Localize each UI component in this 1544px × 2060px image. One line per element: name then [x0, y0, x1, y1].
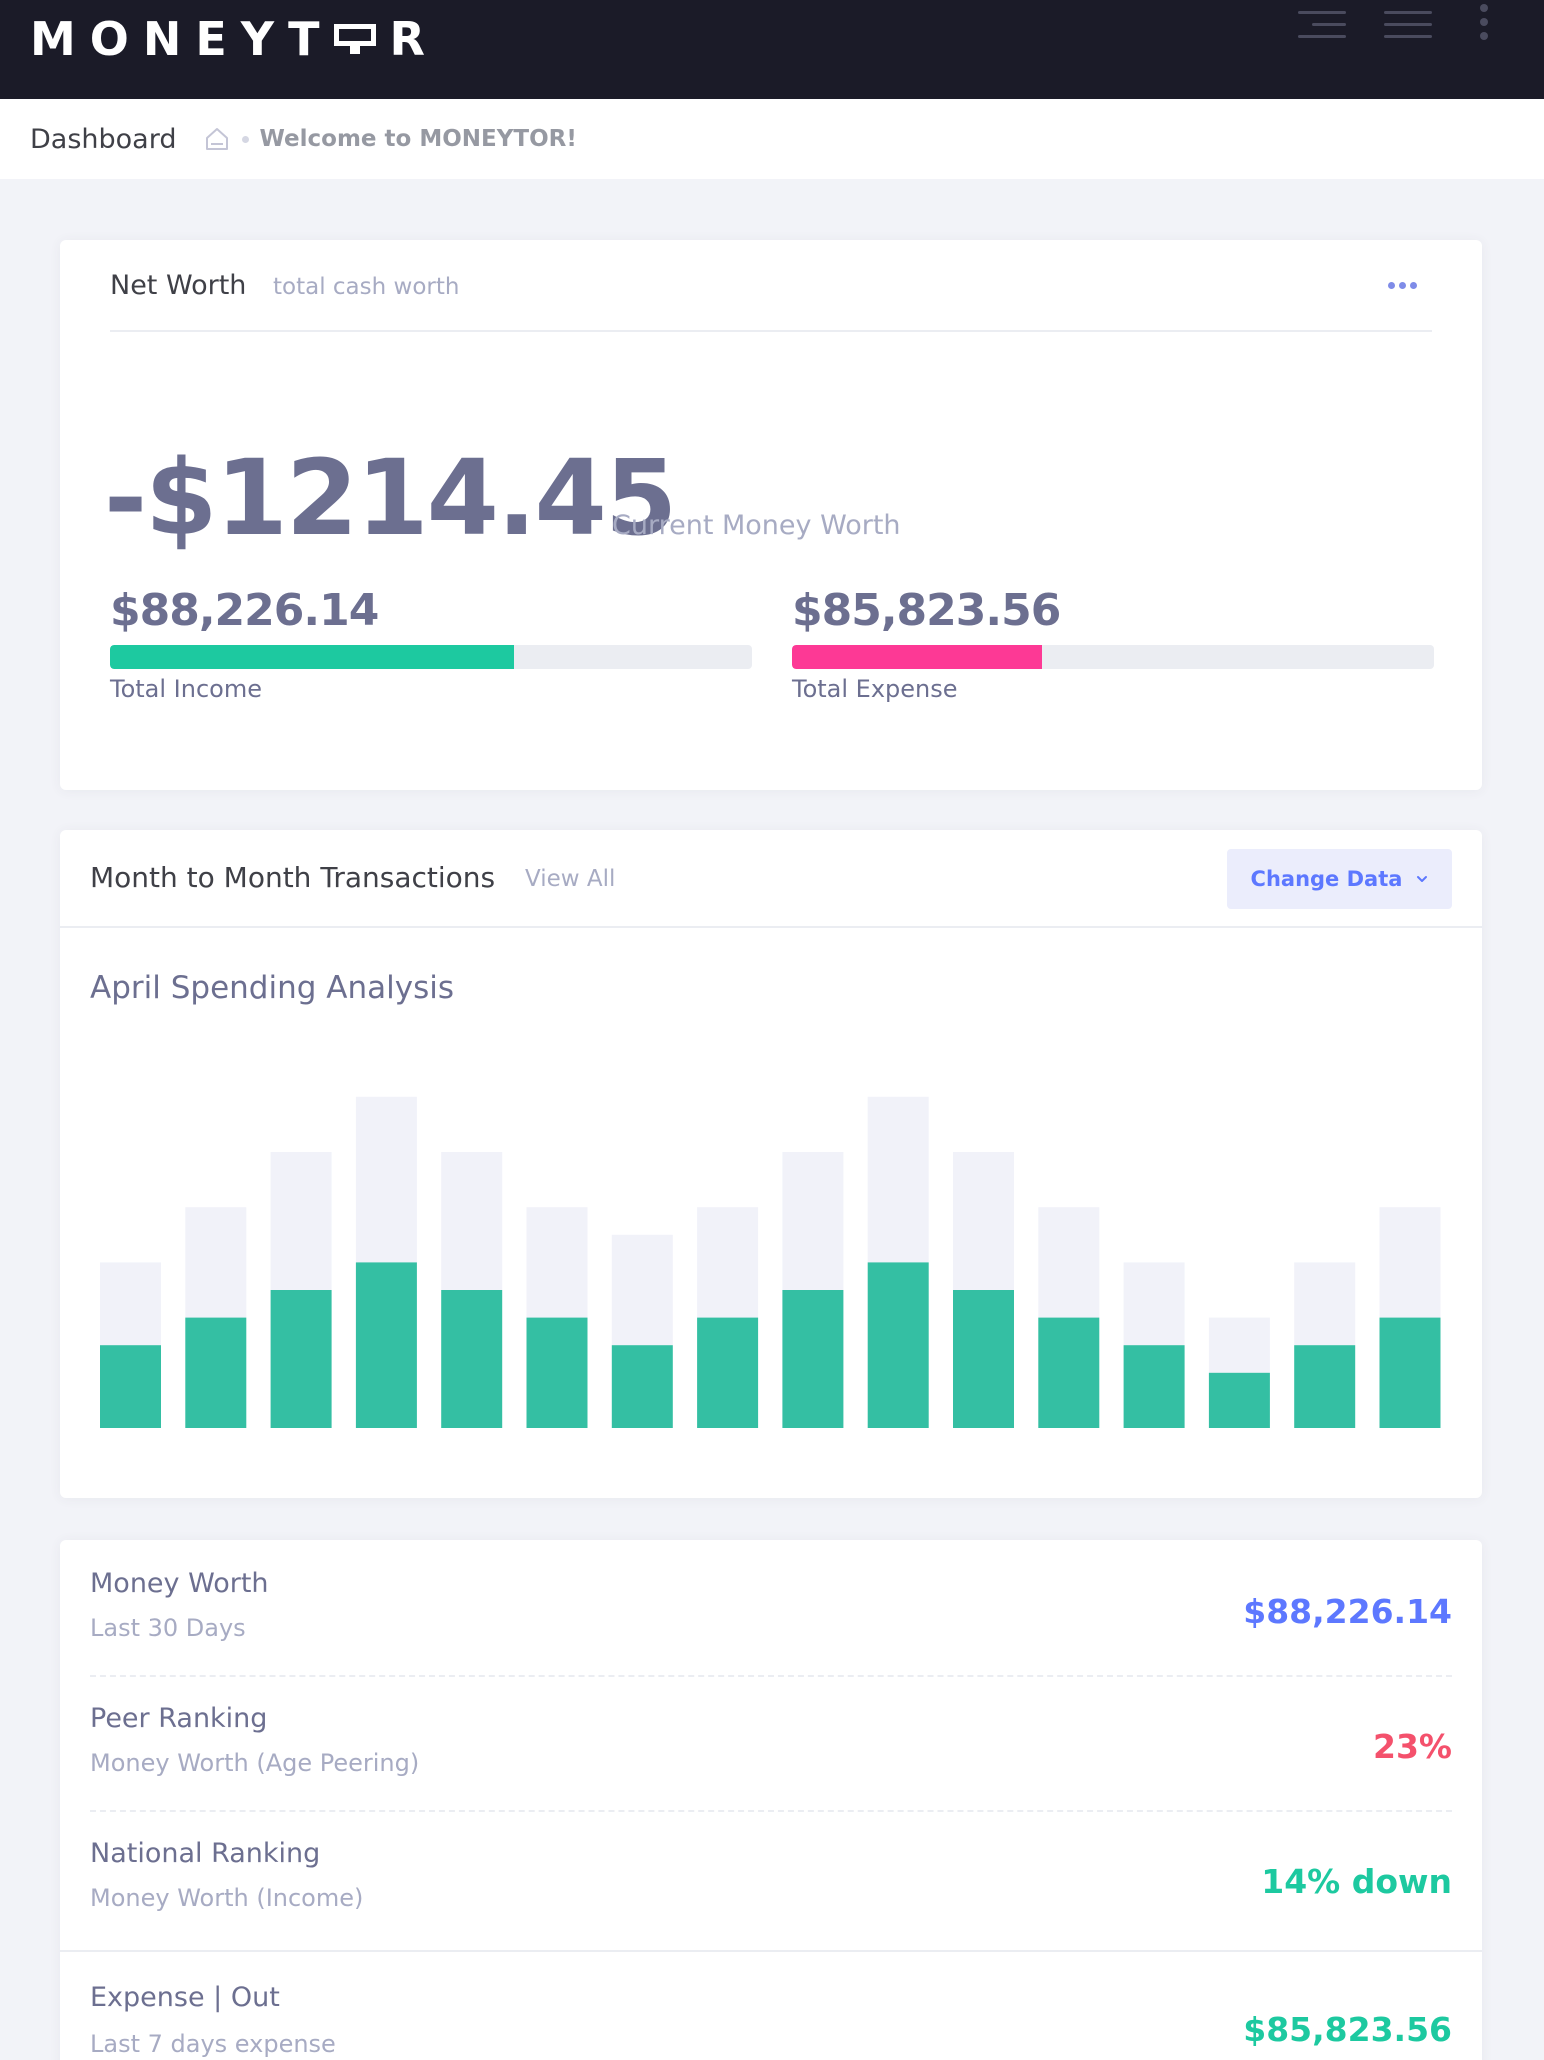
stat-value: 23%: [1373, 1727, 1452, 1766]
stat-row-national-ranking: National Ranking Money Worth (Income) 14…: [90, 1810, 1452, 1945]
expense-stat: $85,823.56 Total Expense: [792, 585, 1434, 703]
aside-toggle-icon[interactable]: [1298, 6, 1346, 42]
net-worth-title: Net Worth: [110, 270, 247, 301]
net-worth-amount: -$1214.45: [104, 437, 677, 559]
chart-bar-remaining: [185, 1207, 247, 1318]
stat-title: National Ranking: [90, 1838, 321, 1869]
chart-title: April Spending Analysis: [90, 970, 454, 1006]
stat-value: 14% down: [1261, 1862, 1452, 1901]
monitor-icon: [333, 22, 376, 56]
stat-subtitle: Last 30 Days: [90, 1614, 246, 1642]
brand-logo[interactable]: MONEYT R: [30, 14, 439, 64]
income-label: Total Income: [110, 675, 262, 703]
chart-bar-filled: [270, 1290, 332, 1428]
logo-text-left: MONEYT: [30, 12, 334, 66]
net-worth-caption: Current Money Worth: [612, 510, 901, 541]
expense-progress-bar: [792, 645, 1434, 669]
chart-bar-remaining: [270, 1152, 332, 1290]
stat-subtitle: Money Worth (Age Peering): [90, 1749, 420, 1777]
expense-label: Total Expense: [792, 675, 958, 703]
chart-bar-filled: [1123, 1345, 1185, 1428]
chart-bar-filled: [355, 1262, 417, 1428]
chart-bar-filled: [611, 1345, 673, 1428]
chart-bar-remaining: [100, 1262, 161, 1346]
stats-card: Money Worth Last 30 Days $88,226.14 Peer…: [60, 1540, 1482, 2060]
more-vertical-icon[interactable]: [1478, 4, 1488, 44]
stat-value: $85,823.56: [1243, 2010, 1452, 2049]
chart-bar-filled: [185, 1317, 247, 1428]
chart-bar-remaining: [526, 1207, 588, 1318]
chart-bar-filled: [526, 1317, 588, 1428]
income-stat: $88,226.14 Total Income: [110, 585, 752, 703]
more-horizontal-icon[interactable]: [1388, 282, 1418, 290]
chart-bar-remaining: [697, 1207, 759, 1318]
stat-value: $88,226.14: [1243, 1592, 1452, 1631]
transactions-card: Month to Month Transactions View All Cha…: [60, 830, 1482, 1498]
stat-title: Expense | Out: [90, 1982, 280, 2013]
net-worth-header: Net Worth total cash worth: [110, 270, 1432, 332]
chart-bar-remaining: [1038, 1207, 1100, 1318]
breadcrumb-separator: [242, 135, 250, 143]
transactions-header: Month to Month Transactions View All Cha…: [60, 830, 1482, 928]
change-data-button[interactable]: Change Data: [1227, 849, 1452, 909]
chart-bar-filled: [100, 1345, 161, 1428]
transactions-title: Month to Month Transactions: [90, 861, 496, 894]
stat-row-peer-ranking: Peer Ranking Money Worth (Age Peering) 2…: [90, 1675, 1452, 1810]
chart-bar-filled: [1038, 1317, 1100, 1428]
chart-bar-remaining: [1208, 1317, 1270, 1373]
chart-bar-remaining: [1294, 1262, 1356, 1346]
chart-bar-filled: [1208, 1372, 1270, 1428]
chart-bar-filled: [953, 1290, 1014, 1428]
breadcrumb-link[interactable]: Welcome to MONEYTOR!: [259, 126, 577, 152]
page-title: Dashboard: [30, 123, 177, 155]
chart-bar-filled: [1294, 1345, 1356, 1428]
chart-bar-remaining: [441, 1152, 503, 1290]
change-data-label: Change Data: [1250, 867, 1403, 891]
chart-bar-remaining: [867, 1096, 929, 1263]
divider: [90, 1810, 1452, 1812]
chart-bar-remaining: [1379, 1207, 1441, 1318]
chart-bar-filled: [782, 1290, 844, 1428]
view-all-link[interactable]: View All: [525, 866, 616, 892]
chevron-down-icon: [1417, 876, 1428, 882]
expense-progress-fill: [792, 645, 1043, 669]
stat-row-money-worth: Money Worth Last 30 Days $88,226.14: [90, 1540, 1452, 1675]
home-icon[interactable]: [204, 126, 230, 152]
chart-bar-filled: [1379, 1317, 1441, 1428]
chart-bar-filled: [697, 1317, 759, 1428]
spending-bar-chart: [100, 1096, 1441, 1428]
chart-bar-remaining: [355, 1096, 417, 1263]
top-bar: MONEYT R: [0, 0, 1544, 99]
income-progress-bar: [110, 645, 752, 669]
expense-amount: $85,823.56: [792, 585, 1061, 636]
logo-text-right: R: [389, 12, 439, 66]
divider: [60, 1950, 1482, 1952]
chart-bar-filled: [441, 1290, 503, 1428]
chart-bar-remaining: [953, 1152, 1014, 1290]
chart-bar-filled: [867, 1262, 929, 1428]
hamburger-menu-icon[interactable]: [1384, 6, 1432, 42]
stat-title: Peer Ranking: [90, 1703, 268, 1734]
net-worth-card: Net Worth total cash worth -$1214.45 Cur…: [60, 240, 1482, 790]
net-worth-subtitle: total cash worth: [273, 274, 460, 300]
stat-subtitle: Money Worth (Income): [90, 1884, 364, 1912]
stat-subtitle: Last 7 days expense: [90, 2030, 336, 2058]
subheader: Dashboard Welcome to MONEYTOR!: [0, 99, 1544, 179]
stat-row-expense-out: Expense | Out Last 7 days expense $85,82…: [90, 1948, 1452, 2060]
chart-bar-remaining: [782, 1152, 844, 1290]
divider: [90, 1675, 1452, 1677]
chart-bar-remaining: [1123, 1262, 1185, 1346]
stat-title: Money Worth: [90, 1568, 269, 1599]
chart-bar-remaining: [611, 1234, 673, 1346]
income-progress-fill: [110, 645, 515, 669]
income-amount: $88,226.14: [110, 585, 379, 636]
